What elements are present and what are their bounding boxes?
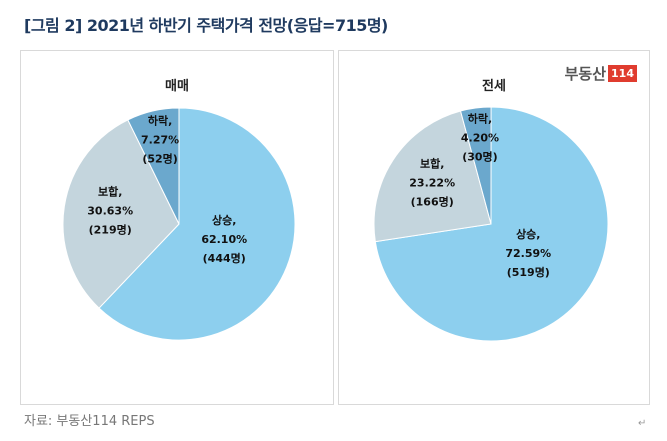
data-label-line: 보합, [420,157,444,171]
data-label-line: 72.59% [505,247,551,260]
data-label-line: (30명) [462,149,497,163]
data-label-하락: 하락, 7.27% (52명) [141,114,179,166]
pie-slice-상승 [98,107,296,341]
chart-title: 전세 [482,79,506,94]
data-label-상승: 상승, 62.10% (444명) [201,213,247,265]
pie-slice-보합 [62,119,180,309]
data-label-line: 하락, [148,114,172,128]
data-label-line: 하락, [468,111,492,125]
data-label-line: (166명) [411,195,454,209]
data-label-보합: 보합, 23.22% (166명) [409,157,455,209]
data-label-상승: 상승, 72.59% (519명) [505,227,551,279]
chart-panel-sale: 매매 상승, 62.10% (444명) 보합, 30.63% (219명) 하락, 7.27… [20,50,334,405]
logo-text: 부동산 [564,65,607,83]
data-label-line: (519명) [507,265,550,279]
data-label-line: 23.22% [409,177,455,190]
paragraph-mark: ↵ [638,418,647,429]
data-label-line: 보합, [98,184,122,198]
data-label-line: 4.20% [461,131,499,144]
data-label-line: 30.63% [87,204,133,217]
brand-logo: 부동산 114 [565,63,637,84]
data-label-하락: 하락, 4.20% (30명) [461,111,499,163]
data-label-line: 상승, [212,213,236,227]
data-label-line: (219명) [89,222,132,236]
pie-chart-jeonse: 상승, 72.59% (519명) 보합, 23.22% (166명) 하락, 4.20% (3… [373,106,609,342]
data-label-보합: 보합, 30.63% (219명) [87,184,133,236]
data-label-line: 상승, [516,227,540,241]
pie-slice-하락 [459,106,492,225]
figure-title: [그림 2] 2021년 하반기 주택가격 전망(응답=715명) [24,16,388,35]
chart-title: 매매 [165,79,189,94]
data-label-line: (52명) [142,152,177,166]
pie-slice-하락 [127,107,180,225]
data-label-line: 7.27% [141,134,179,147]
chart-panel-jeonse: 전세 부동산 114 상승, 72.59% (519명) 보합, 23.22% (166명… [338,50,650,405]
data-label-line: (444명) [203,251,246,265]
data-label-line: 62.10% [201,233,247,246]
pie-chart-sale: 상승, 62.10% (444명) 보합, 30.63% (219명) 하락, 7.27% (5… [62,107,296,341]
logo-number: 114 [608,65,637,82]
pie-slice-상승 [374,106,609,342]
source-note: 자료: 부동산114 REPS [24,414,155,429]
pie-slice-보합 [373,110,492,243]
